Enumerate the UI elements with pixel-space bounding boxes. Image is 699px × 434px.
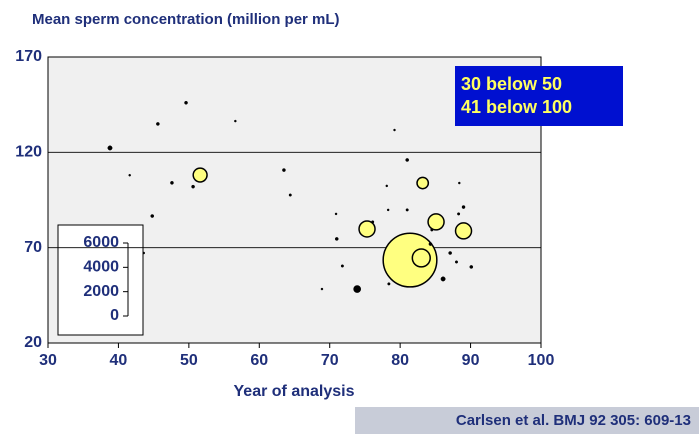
annotation-box xyxy=(455,66,623,126)
bubble xyxy=(156,122,160,126)
bubble xyxy=(282,168,286,172)
bubble xyxy=(440,276,446,282)
x-tick-label: 80 xyxy=(391,352,409,369)
size-scale-label: 4000 xyxy=(83,259,119,276)
bubble xyxy=(454,222,473,240)
x-tick-label: 40 xyxy=(110,352,128,369)
x-axis-label: Year of analysis xyxy=(234,383,355,400)
bubble xyxy=(469,265,474,269)
bubble xyxy=(142,251,146,255)
bubble xyxy=(385,184,389,188)
bubble xyxy=(288,193,292,197)
bubble xyxy=(405,208,409,212)
bubble xyxy=(457,212,461,216)
bubble xyxy=(416,176,430,190)
bubble xyxy=(387,282,391,286)
x-tick-label: 70 xyxy=(321,352,339,369)
x-tick-label: 60 xyxy=(250,352,268,369)
bubble xyxy=(427,213,445,231)
chart-title: Mean sperm concentration (million per mL… xyxy=(32,11,340,28)
bubble xyxy=(320,287,324,291)
source-box xyxy=(355,407,699,434)
bubble xyxy=(382,232,438,288)
bubble xyxy=(430,228,434,232)
annotation: 30 below 50 xyxy=(461,74,562,94)
bubble xyxy=(458,181,461,185)
bubble xyxy=(170,181,174,185)
bubble xyxy=(405,158,409,162)
bubble xyxy=(191,184,195,189)
annotation: 41 below 100 xyxy=(461,97,572,117)
bubble xyxy=(454,260,459,264)
bubble xyxy=(184,100,188,105)
bubble xyxy=(192,167,208,183)
x-tick-label: 90 xyxy=(462,352,480,369)
bubble xyxy=(234,119,237,123)
bubble xyxy=(386,208,390,212)
bubble xyxy=(353,285,362,293)
bubble xyxy=(393,128,396,132)
x-tick-label: 100 xyxy=(528,352,555,369)
y-tick-label: 120 xyxy=(15,144,42,161)
bubble xyxy=(340,264,344,268)
y-tick-label: 70 xyxy=(24,239,42,256)
size-scale-label: 2000 xyxy=(83,283,119,300)
bubble xyxy=(411,248,431,268)
size-scale-label: 6000 xyxy=(83,234,119,251)
y-tick-label: 170 xyxy=(15,48,42,65)
bubble xyxy=(461,205,466,209)
source: Carlsen et al. BMJ 92 305: 609-13 xyxy=(456,412,691,429)
x-tick-label: 50 xyxy=(180,352,198,369)
bubble xyxy=(150,214,155,218)
bubble xyxy=(428,242,433,246)
bubble xyxy=(107,145,113,151)
bubble xyxy=(358,220,376,238)
bubble xyxy=(448,251,452,255)
bubble xyxy=(128,173,131,177)
bubble xyxy=(371,220,375,224)
bubble xyxy=(334,212,338,216)
x-tick-label: 30 xyxy=(39,352,57,369)
y-tick-label: 20 xyxy=(24,334,42,351)
size-legend-box xyxy=(57,224,144,336)
size-scale-label: 0 xyxy=(110,307,119,324)
bubble xyxy=(334,237,339,241)
